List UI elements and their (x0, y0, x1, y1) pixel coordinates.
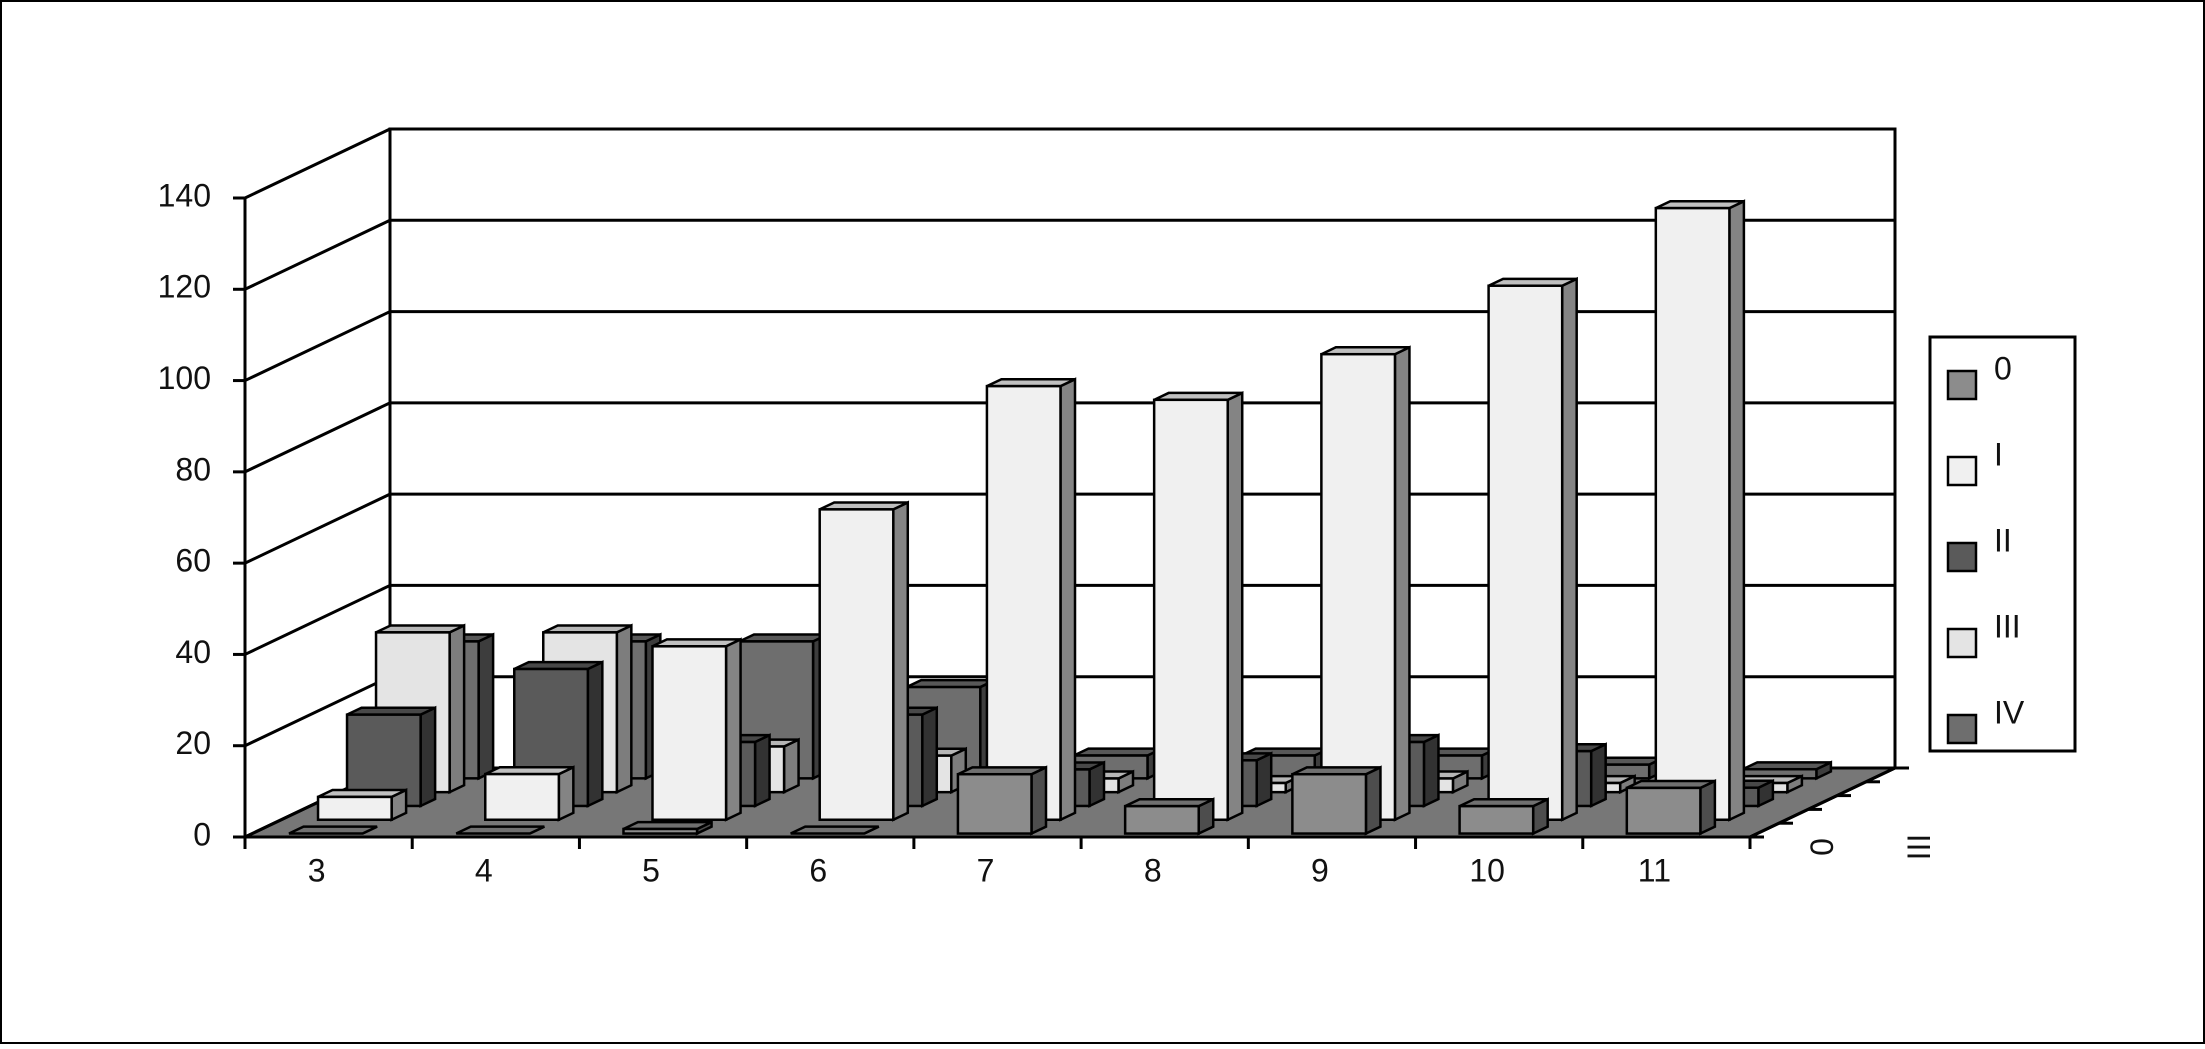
x-tick-label: 4 (475, 852, 493, 888)
bar-side (419, 705, 437, 808)
bar-side (1422, 733, 1440, 808)
legend-label: II (1994, 522, 2012, 558)
bar-side (753, 733, 771, 808)
bar-side (1255, 751, 1273, 808)
bar-side (557, 765, 575, 822)
grid-line (244, 310, 391, 382)
y-tick-label: 120 (158, 269, 211, 305)
bar-side (1728, 199, 1746, 822)
bar (1458, 804, 1535, 835)
legend-swatch (1946, 455, 1978, 487)
bar-side (921, 705, 939, 808)
bar (1320, 352, 1397, 821)
bar-side (1030, 765, 1048, 836)
x-tick-label: 9 (1311, 852, 1329, 888)
grid-line (244, 584, 391, 656)
bar-side (724, 637, 742, 822)
bar (1625, 786, 1702, 835)
grid-line (244, 401, 391, 474)
x-tick-label: 7 (977, 852, 995, 888)
grid-line (244, 127, 391, 200)
grid-line (244, 675, 391, 748)
bar-side (892, 500, 910, 822)
bar-side (782, 737, 800, 795)
bar (651, 645, 728, 821)
x-tick-label: 5 (642, 852, 660, 888)
legend-swatch (1946, 713, 1978, 745)
bar (956, 772, 1033, 835)
y-tick-label: 40 (175, 634, 211, 670)
legend-swatch (1946, 627, 1978, 659)
y-tick-label: 60 (175, 543, 211, 579)
grid-line (244, 492, 391, 565)
x-tick-label: 10 (1469, 852, 1505, 888)
bar (316, 795, 393, 822)
bar (622, 827, 699, 835)
bar (1291, 772, 1368, 835)
y-tick-label: 80 (175, 451, 211, 487)
bar-side (1393, 345, 1411, 822)
bar (1487, 284, 1564, 821)
y-tick-label: 100 (158, 360, 211, 396)
grid-line (244, 218, 391, 291)
legend-swatch (1946, 541, 1978, 573)
bar-side (615, 623, 633, 795)
y-tick-label: 0 (193, 816, 211, 852)
x-tick-label: 8 (1144, 852, 1162, 888)
bar-side (1560, 276, 1578, 822)
bar (484, 772, 561, 821)
right-edge (1749, 766, 1896, 839)
bar-side (477, 632, 495, 781)
bar (985, 384, 1062, 821)
legend-label: III (1994, 608, 2021, 644)
depth-tick-label: 0 (1804, 838, 1840, 856)
bar-top (288, 825, 378, 835)
x-tick-label: 11 (1638, 852, 1671, 888)
x-tick-label: 6 (809, 852, 827, 888)
legend-label: IV (1994, 694, 2025, 730)
bar-top (790, 825, 880, 835)
bar-side (1699, 779, 1717, 836)
bar (1152, 398, 1229, 821)
bar-top (455, 825, 545, 835)
depth-tick-label: III (1901, 834, 1937, 861)
bar (1123, 804, 1200, 835)
bar-side (448, 623, 466, 795)
bar (818, 508, 895, 821)
legend-swatch (1946, 369, 1978, 401)
y-tick-label: 20 (175, 725, 211, 761)
legend-label: I (1994, 436, 2003, 472)
bar-side (1059, 377, 1077, 822)
legend-label: 0 (1994, 350, 2012, 386)
y-tick-label: 140 (158, 177, 211, 213)
x-tick-label: 3 (308, 852, 326, 888)
bar-side (1226, 390, 1244, 822)
bar-side (1589, 742, 1607, 808)
bar-side (1364, 765, 1382, 836)
bar (1654, 206, 1731, 821)
bar-side (586, 660, 604, 808)
